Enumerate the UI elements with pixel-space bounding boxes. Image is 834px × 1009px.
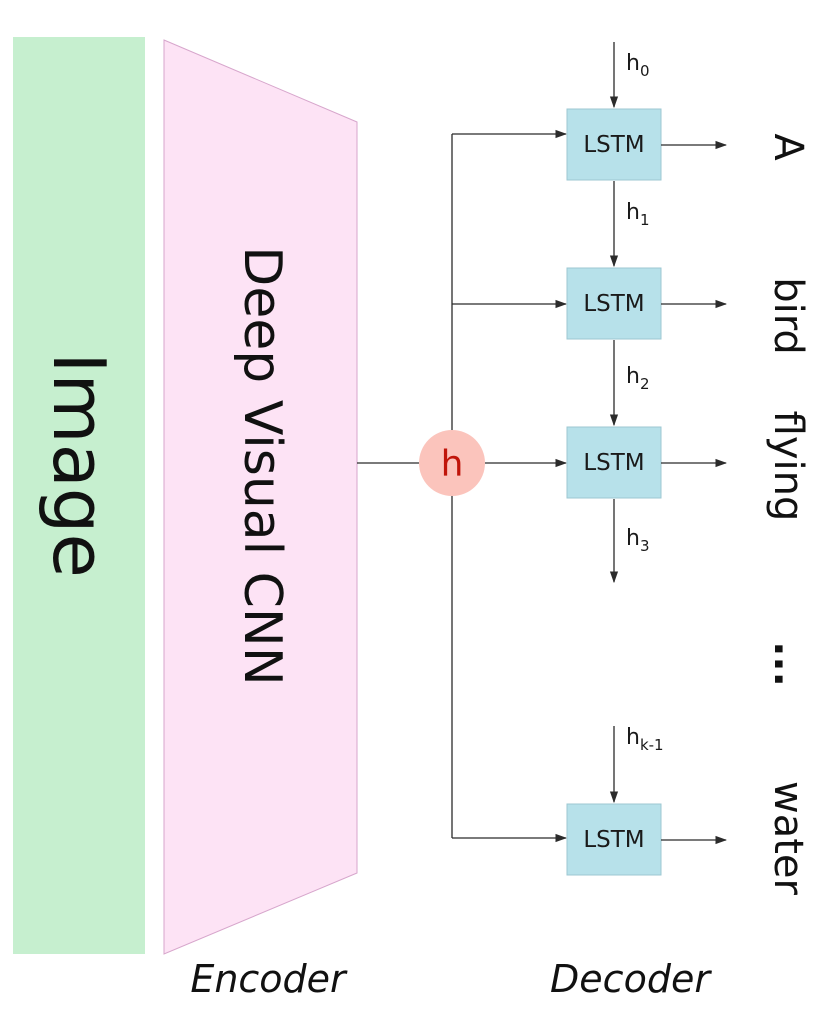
- state-label-h2: h2: [626, 364, 650, 393]
- decoder-caption: Decoder: [550, 957, 712, 1001]
- output-word-2: bird: [765, 277, 811, 355]
- lstm-cell-3-label: LSTM: [583, 450, 644, 476]
- lstm-cell-2-label: LSTM: [583, 291, 644, 317]
- output-word-3: flying: [765, 411, 811, 522]
- lstm-cell-2: [566, 267, 662, 340]
- hidden-state-node: [419, 430, 485, 496]
- hidden-state-label: h: [441, 444, 464, 485]
- state-label-h3: h3: [626, 526, 650, 555]
- image-block: [13, 37, 145, 954]
- state-label-h1: h1: [626, 200, 650, 229]
- output-word-1: A: [765, 133, 811, 161]
- state-label-hk-1: hk-1: [626, 725, 664, 754]
- lstm-cell-1-label: LSTM: [583, 132, 644, 158]
- encoder-cnn-label: Deep Visual CNN: [232, 246, 292, 685]
- lstm-cell-4-label: LSTM: [583, 827, 644, 853]
- encoder-caption: Encoder: [190, 957, 348, 1001]
- output-word-4: water: [765, 781, 811, 896]
- image-label: Image: [37, 352, 121, 578]
- ellipsis: ...: [765, 641, 811, 687]
- lstm-cell-4: [566, 803, 662, 876]
- encoder-cnn-block: [163, 39, 358, 955]
- state-label-h0: h0: [626, 51, 650, 80]
